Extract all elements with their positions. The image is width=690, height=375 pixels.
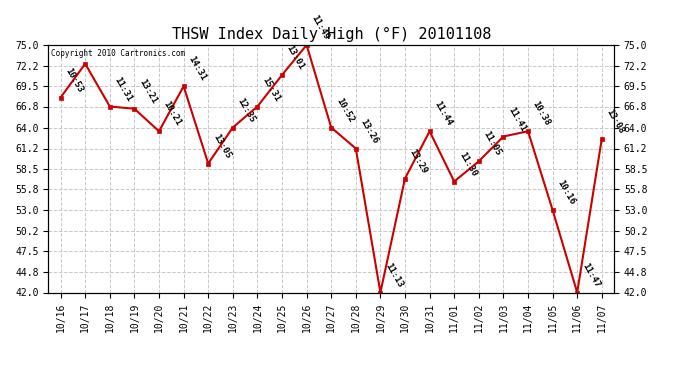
Text: 10:38: 10:38 [531,100,552,128]
Text: 13:05: 13:05 [211,132,233,160]
Text: 11:49: 11:49 [309,13,331,42]
Text: 11:41: 11:41 [506,105,527,133]
Text: 13:26: 13:26 [359,117,380,145]
Text: 10:16: 10:16 [555,178,577,207]
Text: 11:05: 11:05 [482,130,503,158]
Text: 11:30: 11:30 [457,150,478,178]
Text: 14:31: 14:31 [186,55,208,83]
Text: 11:13: 11:13 [383,261,404,289]
Title: THSW Index Daily High (°F) 20101108: THSW Index Daily High (°F) 20101108 [172,27,491,42]
Text: 11:44: 11:44 [433,100,453,128]
Text: 12:35: 12:35 [235,96,257,124]
Text: 13:01: 13:01 [285,44,306,72]
Text: 11:47: 11:47 [580,261,601,289]
Text: 10:52: 10:52 [334,96,355,124]
Text: 10:21: 10:21 [161,100,183,128]
Text: 11:31: 11:31 [112,75,134,103]
Text: 15:31: 15:31 [260,75,282,103]
Text: 13:29: 13:29 [408,147,429,175]
Text: 13:21: 13:21 [137,77,159,105]
Text: 13:08: 13:08 [604,107,626,135]
Text: 10:53: 10:53 [63,66,85,94]
Text: Copyright 2010 Cartronics.com: Copyright 2010 Cartronics.com [51,49,185,58]
